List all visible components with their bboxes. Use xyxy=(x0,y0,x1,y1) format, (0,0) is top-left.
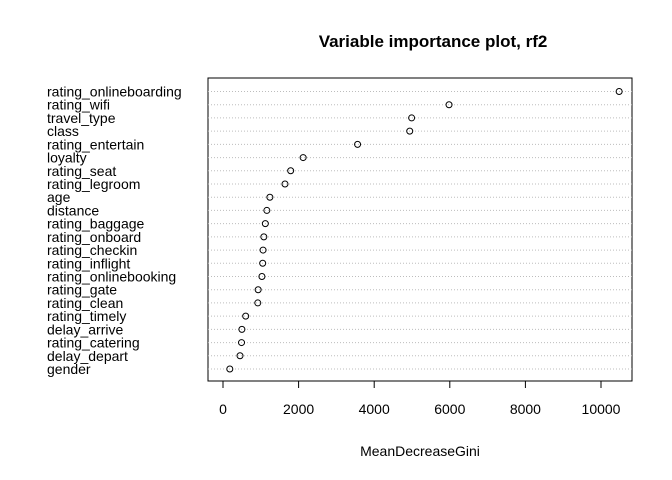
importance-point xyxy=(238,339,246,347)
variable-label: rating_inflight xyxy=(47,255,130,271)
importance-point xyxy=(258,273,266,280)
variable-label: rating_timely xyxy=(47,308,126,324)
plot-frame xyxy=(207,77,633,382)
variable-label: delay_depart xyxy=(47,348,128,364)
importance-point xyxy=(615,88,623,95)
importance-point xyxy=(445,101,453,109)
variable-label: rating_checkin xyxy=(47,242,137,258)
variable-label: rating_seat xyxy=(47,163,116,179)
importance-point xyxy=(266,193,274,201)
chart-title: Variable importance plot, rf2 xyxy=(319,32,548,51)
grid-lines xyxy=(208,91,632,370)
importance-point xyxy=(259,259,267,267)
importance-point xyxy=(226,365,234,373)
importance-point xyxy=(354,140,362,148)
x-axis: 0 2000 4000 6000 8000 10000 xyxy=(219,380,621,417)
variable-label: gender xyxy=(47,361,91,377)
x-tick-label: 0 xyxy=(219,401,227,417)
variable-label: travel_type xyxy=(47,110,116,126)
importance-point xyxy=(254,299,262,307)
importance-point xyxy=(261,220,269,228)
importance-point xyxy=(254,286,262,294)
variable-label: rating_catering xyxy=(47,335,140,351)
variable-label: rating_legroom xyxy=(47,176,140,192)
x-tick-label: 10000 xyxy=(582,401,621,417)
variable-label: rating_entertain xyxy=(47,136,144,152)
importance-point xyxy=(263,206,271,214)
variable-label: class xyxy=(47,123,79,139)
importance-point xyxy=(242,312,250,320)
importance-point xyxy=(238,325,246,333)
variable-label: rating_onboard xyxy=(47,229,141,245)
variable-labels: rating_onlineboardingrating_wifitravel_t… xyxy=(47,84,182,378)
importance-point xyxy=(406,127,414,135)
x-tick-label: 4000 xyxy=(359,401,390,417)
importance-point xyxy=(259,246,267,254)
importance-point xyxy=(281,180,289,188)
x-tick-label: 2000 xyxy=(283,401,314,417)
variable-label: rating_onlinebooking xyxy=(47,269,176,285)
variable-label: rating_wifi xyxy=(47,97,110,113)
variable-label: age xyxy=(47,189,71,205)
importance-point xyxy=(408,114,416,122)
variable-label: rating_baggage xyxy=(47,216,145,232)
x-tick-label: 8000 xyxy=(510,401,541,417)
variable-label: loyalty xyxy=(47,150,87,166)
variable-label: rating_onlineboarding xyxy=(47,84,182,100)
x-tick-label: 6000 xyxy=(434,401,465,417)
variable-label: delay_arrive xyxy=(47,321,123,337)
importance-point xyxy=(236,352,244,360)
x-axis-label: MeanDecreaseGini xyxy=(360,443,480,459)
importance-point xyxy=(287,167,295,175)
variable-label: distance xyxy=(47,202,99,218)
variable-label: rating_gate xyxy=(47,282,117,298)
importance-point xyxy=(260,233,268,241)
variable-label: rating_clean xyxy=(47,295,123,311)
importance-points xyxy=(226,88,623,373)
importance-point xyxy=(299,154,307,162)
